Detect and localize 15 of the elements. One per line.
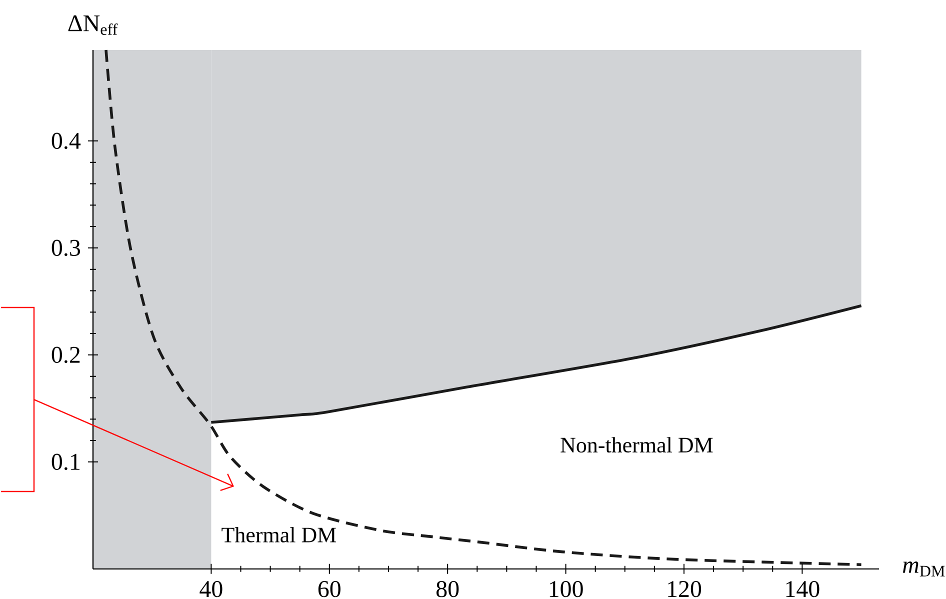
y-tick-label: 0.2 <box>52 346 80 364</box>
annotation: Thermal DM <box>222 527 336 542</box>
y-tick-label: 0.4 <box>52 132 81 150</box>
line-series <box>210 304 863 424</box>
x-tick-label: 140 <box>786 581 820 598</box>
x-tick-label: 120 <box>668 581 702 598</box>
y-tick-label: 0.3 <box>52 240 80 256</box>
x-tick-label: 80 <box>436 581 459 598</box>
y-axis-title: ΔN$_{eff}$ <box>68 15 118 35</box>
y-tick-label: 0.1 <box>52 454 80 470</box>
x-tick-label: 40 <box>200 581 222 598</box>
x-tick-label: 100 <box>550 581 583 598</box>
annotation: Non-thermal DM <box>560 437 713 453</box>
x-axis-title: m$_{DM}$ <box>902 562 945 576</box>
x-tick-label: 60 <box>318 581 340 598</box>
